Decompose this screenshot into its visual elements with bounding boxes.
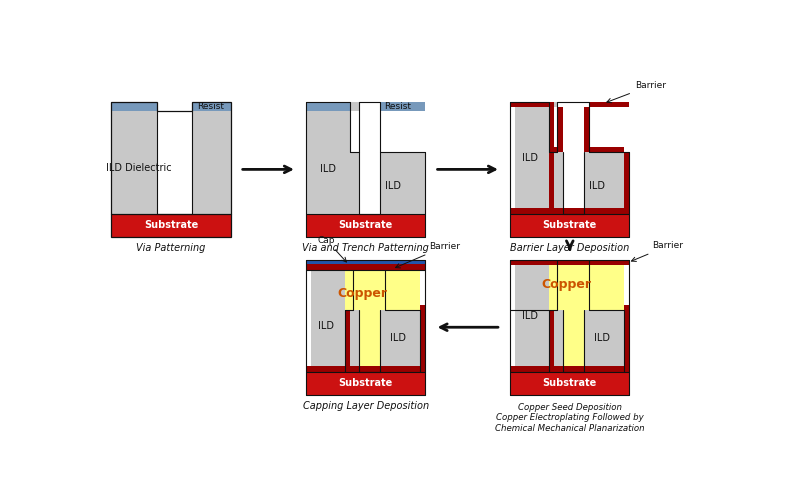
Text: Copper: Copper	[541, 278, 591, 291]
Bar	[584, 304, 624, 310]
Bar	[558, 265, 562, 310]
Text: Barrier: Barrier	[607, 81, 666, 103]
Bar	[306, 214, 426, 237]
Bar	[549, 260, 624, 310]
Bar	[624, 304, 630, 315]
Text: Capping Layer Deposition: Capping Layer Deposition	[302, 401, 429, 411]
Bar	[515, 102, 549, 208]
Bar	[345, 270, 420, 310]
Bar	[306, 264, 426, 270]
Bar	[584, 147, 624, 152]
Bar	[554, 152, 562, 208]
Bar	[306, 371, 426, 395]
Bar	[420, 310, 426, 366]
Bar	[350, 270, 353, 304]
Bar	[584, 265, 590, 304]
Bar	[350, 102, 358, 152]
Bar	[192, 102, 230, 111]
Bar	[510, 102, 549, 108]
Bar	[558, 108, 562, 152]
Bar	[350, 304, 353, 310]
Text: Barrier: Barrier	[631, 241, 683, 261]
Text: Via and Trench Patterning: Via and Trench Patterning	[302, 243, 429, 253]
Bar	[111, 102, 157, 111]
Text: Via Patterning: Via Patterning	[136, 243, 206, 253]
Text: Copper: Copper	[337, 287, 387, 300]
Bar	[111, 214, 230, 237]
Bar	[111, 111, 157, 214]
Text: Copper Seed Deposition
Copper Electroplating Followed by
Chemical Mechanical Pla: Copper Seed Deposition Copper Electropla…	[495, 403, 645, 433]
Bar	[584, 152, 624, 208]
Bar	[510, 208, 630, 214]
Bar	[358, 152, 380, 214]
Bar	[554, 102, 558, 147]
Bar	[306, 260, 426, 264]
Bar	[549, 260, 554, 366]
Bar	[554, 108, 558, 147]
Bar	[562, 310, 584, 366]
Bar	[584, 108, 590, 147]
Bar	[562, 152, 584, 208]
Bar	[380, 102, 426, 152]
Bar	[624, 152, 630, 158]
Bar	[554, 310, 562, 366]
Text: Cap: Cap	[318, 236, 346, 262]
Bar	[157, 111, 192, 214]
Bar	[306, 366, 426, 371]
Bar	[386, 270, 420, 304]
Bar	[554, 147, 558, 152]
Text: Resist: Resist	[197, 102, 224, 111]
Bar	[311, 270, 345, 366]
Bar	[590, 102, 624, 147]
Text: Substrate: Substrate	[144, 220, 198, 230]
Bar	[510, 366, 630, 371]
Bar	[554, 260, 558, 304]
Bar	[515, 260, 549, 366]
Bar	[380, 304, 420, 310]
Text: Barrier: Barrier	[395, 242, 460, 268]
Bar	[590, 102, 630, 108]
Text: Substrate: Substrate	[542, 378, 597, 388]
Bar	[380, 310, 420, 366]
Text: ILD: ILD	[590, 181, 606, 191]
Bar	[510, 260, 630, 265]
Text: ILD Dielectric: ILD Dielectric	[106, 163, 172, 173]
Bar	[590, 108, 624, 147]
Text: Resist: Resist	[384, 102, 411, 111]
Bar	[624, 310, 630, 366]
Bar	[554, 304, 558, 310]
Bar	[624, 152, 630, 208]
Bar	[306, 102, 350, 214]
Bar	[584, 310, 624, 366]
Bar	[350, 310, 358, 366]
Bar	[192, 111, 230, 214]
Bar	[350, 111, 426, 152]
Text: Substrate: Substrate	[338, 378, 393, 388]
Text: ILD: ILD	[522, 311, 538, 321]
Bar	[157, 111, 192, 214]
Text: ILD: ILD	[594, 333, 610, 343]
Text: Barrier Layer Deposition: Barrier Layer Deposition	[510, 243, 630, 253]
Text: ILD: ILD	[390, 333, 406, 343]
Bar	[380, 102, 426, 111]
Text: ILD: ILD	[522, 153, 538, 163]
Text: ILD: ILD	[318, 321, 334, 331]
Text: Substrate: Substrate	[338, 220, 393, 230]
Bar	[345, 270, 350, 366]
Text: ILD: ILD	[320, 164, 336, 174]
Bar	[549, 102, 554, 208]
Bar	[510, 214, 630, 237]
Bar	[306, 102, 350, 111]
Bar	[510, 371, 630, 395]
Bar	[358, 310, 380, 366]
Bar	[350, 152, 426, 214]
Bar	[353, 275, 358, 310]
Text: Substrate: Substrate	[542, 220, 597, 230]
Bar	[420, 304, 426, 315]
Bar	[380, 275, 386, 304]
Text: ILD: ILD	[385, 181, 401, 191]
Bar	[590, 260, 624, 304]
